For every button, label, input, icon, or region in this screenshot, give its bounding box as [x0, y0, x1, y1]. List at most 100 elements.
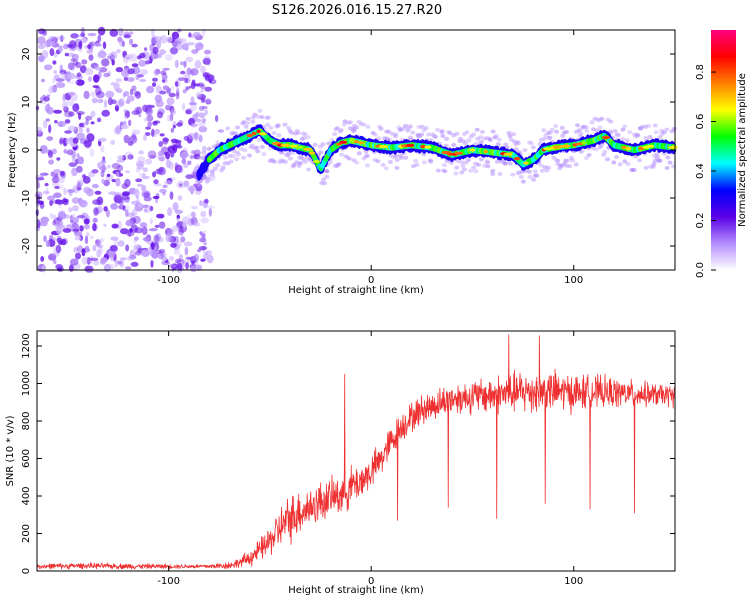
ridge-halo-cell: [375, 159, 381, 164]
ridge-halo-cell: [546, 165, 552, 170]
noise-cell: [177, 262, 183, 271]
noise-cell: [161, 255, 168, 262]
noise-cell: [159, 133, 165, 137]
ridge-halo-cell: [243, 124, 249, 129]
noise-cell: [180, 259, 185, 265]
ridge-hot-cell: [602, 135, 611, 140]
noise-cell: [160, 70, 167, 76]
ridge-halo-cell: [541, 128, 547, 133]
noise-cell: [120, 228, 129, 235]
ridge-halo-cell: [497, 171, 503, 176]
ridge-hot-cell: [523, 161, 529, 165]
noise-cell: [206, 205, 216, 209]
noise-cell: [125, 244, 130, 252]
noise-cell: [101, 58, 110, 67]
noise-cell: [194, 118, 202, 123]
noise-cell: [40, 96, 44, 103]
noise-cell: [155, 68, 161, 75]
noise-cell: [203, 242, 207, 246]
noise-cell: [117, 155, 124, 160]
noise-cell: [118, 260, 123, 266]
ridge-halo-cell: [565, 158, 571, 163]
noise-cell: [61, 101, 68, 111]
noise-cell: [74, 231, 83, 237]
noise-cell: [81, 256, 90, 265]
noise-cell: [167, 207, 173, 217]
noise-cell: [92, 244, 97, 252]
noise-cell: [185, 86, 190, 91]
ridge-halo-cell: [584, 128, 590, 133]
noise-cell: [152, 121, 158, 126]
noise-cell: [93, 207, 99, 216]
noise-cell: [75, 79, 85, 86]
noise-cell: [104, 99, 108, 108]
noise-cell: [92, 217, 98, 223]
noise-cell: [71, 213, 76, 222]
ridge-halo-cell: [394, 157, 400, 162]
colorbar: 0.0 0.2 0.4 0.6 0.8 Normalized spectral ampl…: [695, 30, 748, 278]
ridge-halo-cell: [654, 152, 660, 157]
noise-cell: [148, 228, 158, 232]
ridge-halo-cell: [234, 157, 240, 162]
noise-cell: [97, 50, 107, 59]
noise-cell: [87, 76, 93, 82]
noise-cell: [100, 145, 105, 153]
noise-cell: [95, 90, 105, 99]
ridge-halo-cell: [410, 130, 416, 135]
ridge-halo-cell: [531, 177, 537, 182]
ridge-halo-cell: [286, 126, 292, 130]
ridge-halo-cell: [554, 129, 559, 134]
noise-cell: [73, 246, 79, 253]
noise-cell: [72, 262, 81, 270]
ridge-halo-cell: [468, 168, 474, 173]
ridge-halo-cell: [354, 125, 360, 130]
noise-cell: [74, 236, 82, 241]
noise-cell: [43, 235, 47, 243]
ridge-halo-cell: [441, 168, 447, 173]
noise-cell: [197, 264, 203, 271]
noise-cell: [135, 178, 143, 183]
ridge-halo-cell: [459, 170, 465, 175]
noise-cell: [118, 98, 125, 107]
ridge-hot-cell: [424, 145, 432, 149]
ridge-halo-cell: [380, 163, 386, 167]
noise-cell: [171, 225, 180, 232]
noise-cell: [159, 35, 168, 44]
noise-cell: [147, 121, 152, 128]
noise-cell: [190, 68, 199, 76]
noise-cell: [49, 48, 55, 57]
chart-title: S126.2026.016.15.27.R20: [272, 3, 442, 18]
noise-cell: [119, 257, 127, 261]
ridge-halo-cell: [361, 122, 367, 127]
ridge-halo-cell: [548, 130, 553, 135]
noise-cell: [125, 232, 135, 237]
noise-cell: [127, 154, 134, 160]
ridge-halo-cell: [249, 143, 255, 148]
noise-cell: [117, 220, 122, 230]
noise-cell: [185, 174, 194, 180]
noise-cell: [125, 266, 132, 270]
noise-cell: [48, 85, 54, 94]
noise-cell: [114, 104, 120, 112]
ridge-halo-cell: [398, 155, 404, 160]
noise-cell: [126, 95, 135, 102]
ridge-halo-cell: [393, 134, 398, 139]
noise-cell: [178, 254, 183, 259]
noise-cell: [203, 49, 212, 55]
ridge-halo-cell: [282, 122, 288, 127]
ridge-halo-cell: [259, 144, 265, 149]
ridge-halo-cell: [288, 156, 293, 161]
ridge-halo-cell: [378, 126, 384, 131]
ridge-halo-cell: [605, 157, 611, 162]
noise-cell: [191, 211, 196, 218]
ridge-halo-cell: [487, 138, 493, 142]
ridge-halo-cell: [405, 128, 411, 133]
noise-cell: [152, 171, 157, 178]
noise-cell: [108, 191, 117, 196]
ridge-halo-cell: [215, 163, 221, 168]
noise-cell: [170, 138, 178, 143]
noise-cell: [155, 168, 163, 175]
ridge-halo-cell: [549, 127, 555, 132]
noise-cell: [202, 72, 211, 78]
noise-cell: [113, 194, 123, 203]
